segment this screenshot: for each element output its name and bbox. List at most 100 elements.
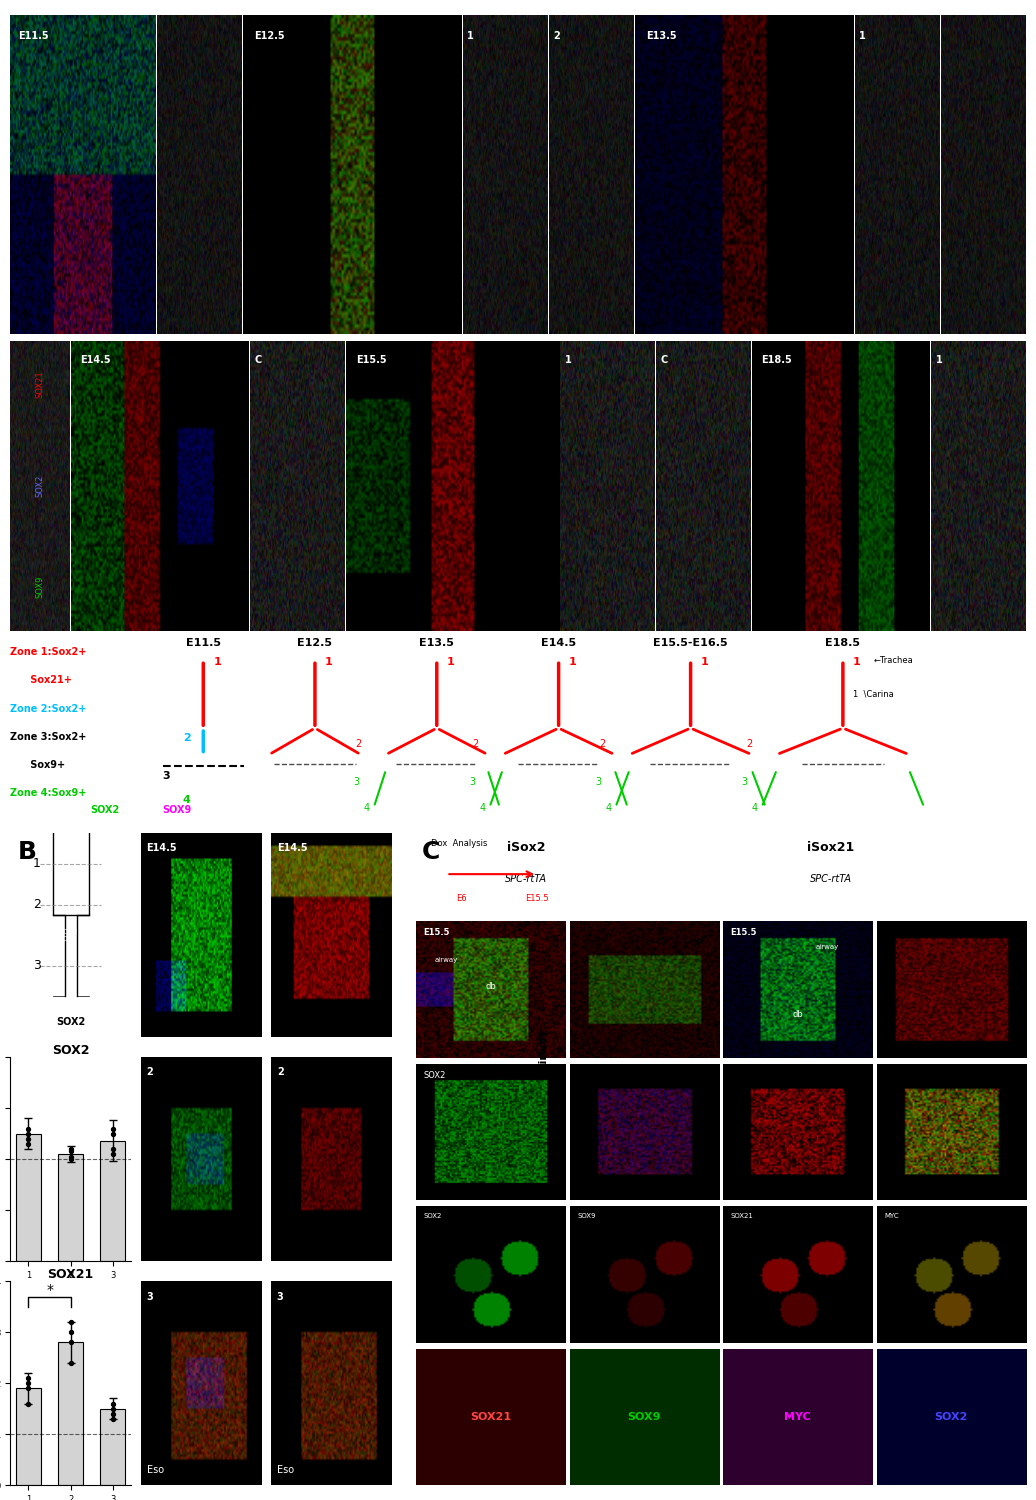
Text: 1: 1 — [33, 858, 40, 870]
Text: SOX2: SOX2 — [35, 474, 45, 496]
Text: 3: 3 — [595, 777, 601, 786]
Text: db: db — [485, 982, 496, 992]
Bar — [16, 1389, 41, 1485]
Text: SOX2
SOX9: SOX2 SOX9 — [59, 928, 78, 942]
Text: SOX9: SOX9 — [577, 1214, 596, 1219]
Text: 2: 2 — [33, 898, 40, 910]
Point — [105, 1407, 121, 1431]
Text: A: A — [16, 24, 35, 48]
Text: MYC: MYC — [784, 1412, 811, 1422]
Point — [62, 1320, 79, 1344]
Point — [20, 1126, 36, 1150]
Text: Eso: Eso — [146, 1466, 164, 1474]
Bar — [58, 1154, 83, 1262]
Text: SOX9: SOX9 — [162, 806, 192, 814]
Text: 2: 2 — [146, 1068, 153, 1077]
Text: 3: 3 — [146, 1292, 153, 1302]
Point — [20, 1132, 36, 1156]
Text: Zone 1:Sox2+: Zone 1:Sox2+ — [10, 646, 87, 657]
Text: 1: 1 — [936, 356, 943, 366]
Text: E6: E6 — [456, 894, 467, 903]
Text: E15.5: E15.5 — [424, 928, 450, 938]
Text: airway: airway — [434, 957, 458, 963]
Text: 2: 2 — [183, 734, 191, 744]
Text: SPC-rtTA: SPC-rtTA — [505, 874, 547, 884]
Text: 1: 1 — [447, 657, 455, 666]
Text: iSox21: iSox21 — [807, 842, 855, 855]
Bar — [58, 1342, 83, 1485]
Text: SOX2: SOX2 — [934, 1412, 968, 1422]
Bar — [100, 1408, 125, 1485]
Text: E14.5: E14.5 — [146, 843, 177, 854]
Text: *: * — [46, 1282, 53, 1298]
Text: 3: 3 — [353, 777, 359, 786]
Text: Sox9+: Sox9+ — [10, 760, 65, 770]
Text: 4: 4 — [183, 795, 191, 806]
Point — [105, 1392, 121, 1416]
Point — [105, 1116, 121, 1140]
Text: 1: 1 — [700, 657, 709, 666]
Text: E18.5: E18.5 — [760, 356, 792, 366]
Point — [62, 1330, 79, 1354]
Point — [20, 1116, 36, 1140]
Text: SOX9: SOX9 — [35, 576, 45, 598]
Text: iSox2: iSox2 — [507, 842, 545, 855]
Text: Dox  Analysis: Dox Analysis — [431, 839, 488, 848]
Text: C: C — [661, 356, 668, 366]
Text: E18.5: E18.5 — [826, 638, 860, 648]
Bar — [16, 1134, 41, 1262]
Text: db: db — [793, 1010, 803, 1019]
Text: E15.5-E16.5: E15.5-E16.5 — [654, 638, 728, 648]
Text: 1  \Carina: 1 \Carina — [853, 690, 894, 699]
Text: Eso: Eso — [277, 1466, 294, 1474]
Text: 4: 4 — [751, 802, 757, 813]
Point — [20, 1371, 36, 1395]
Text: MYC: MYC — [884, 1214, 898, 1219]
Point — [62, 1137, 79, 1161]
Text: 2: 2 — [746, 740, 753, 748]
Text: 3: 3 — [163, 771, 170, 782]
Point — [62, 1310, 79, 1334]
Text: 1: 1 — [467, 32, 473, 40]
Text: 3: 3 — [277, 1292, 284, 1302]
Text: 3: 3 — [33, 958, 40, 972]
Point — [105, 1122, 121, 1146]
Point — [105, 1137, 121, 1161]
Text: ←Trachea: ←Trachea — [873, 656, 913, 664]
Point — [20, 1122, 36, 1146]
Bar — [100, 1142, 125, 1262]
Text: Distal Bud: Distal Bud — [539, 1228, 549, 1292]
Text: E13.5: E13.5 — [420, 638, 454, 648]
Text: Zone 2:Sox2+: Zone 2:Sox2+ — [10, 704, 87, 714]
Text: E14.5: E14.5 — [277, 843, 308, 854]
Point — [20, 1366, 36, 1390]
Text: 4: 4 — [605, 802, 611, 813]
Text: E13.5: E13.5 — [646, 32, 677, 40]
Text: E11.5: E11.5 — [18, 32, 49, 40]
Text: Zone 4:Sox9+: Zone 4:Sox9+ — [10, 789, 87, 798]
Text: 1: 1 — [565, 356, 572, 366]
Text: E14.5: E14.5 — [80, 356, 110, 366]
Text: airway: airway — [815, 944, 839, 950]
Text: 1: 1 — [213, 657, 221, 666]
Point — [20, 1392, 36, 1416]
Text: E15.5: E15.5 — [730, 928, 757, 938]
Text: 1: 1 — [569, 657, 576, 666]
Text: 2: 2 — [472, 740, 479, 748]
Point — [105, 1142, 121, 1166]
Text: E11.5: E11.5 — [185, 638, 221, 648]
Title: SOX21: SOX21 — [48, 1269, 94, 1281]
Text: C: C — [255, 356, 262, 366]
Text: 1: 1 — [859, 32, 866, 40]
Text: SOX2: SOX2 — [90, 806, 119, 814]
Point — [62, 1352, 79, 1376]
Text: 2: 2 — [277, 1068, 284, 1077]
Text: B: B — [18, 840, 37, 864]
Text: SOX9: SOX9 — [628, 1412, 661, 1422]
Text: 4: 4 — [480, 802, 486, 813]
Text: 4: 4 — [364, 802, 370, 813]
Text: E14.5: E14.5 — [146, 843, 177, 854]
Point — [62, 1148, 79, 1172]
Text: E12.5: E12.5 — [254, 32, 285, 40]
Text: SOX21: SOX21 — [730, 1214, 753, 1219]
